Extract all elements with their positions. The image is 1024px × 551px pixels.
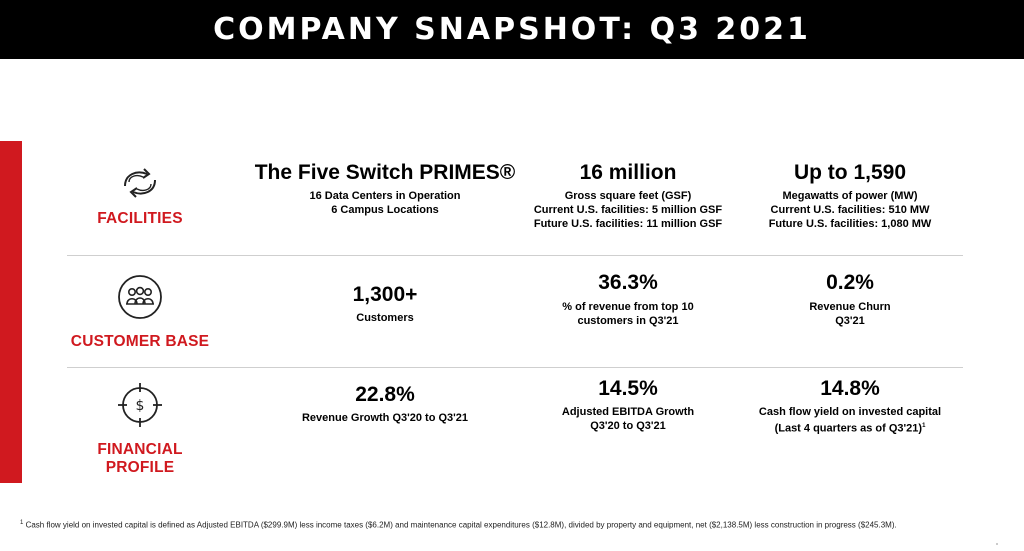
- stat-headline: Up to 1,590: [793, 161, 907, 184]
- stat-line: customers in Q3'21: [577, 315, 679, 327]
- footnote: 1 Cash flow yield on invested capital is…: [20, 518, 900, 531]
- footnote-number: 1: [20, 520, 24, 526]
- financial-col-1: 22.8% Revenue Growth Q3'20 to Q3'21: [250, 382, 520, 425]
- facilities-col-1: The Five Switch PRIMES® 16 Data Centers …: [250, 160, 520, 217]
- stat-headline: 36.3%: [598, 271, 658, 294]
- stat-headline: 16 million: [579, 161, 677, 184]
- stat-line: Revenue Growth Q3'20 to Q3'21: [301, 412, 468, 424]
- stat-headline: The Five Switch PRIMES®: [254, 161, 516, 184]
- stat-line: Current U.S. facilities: 510 MW: [770, 204, 930, 216]
- section-label-facilities: FACILITIES: [97, 210, 183, 227]
- section-label-financial-profile: FINANCIAL PROFILE: [97, 441, 183, 476]
- financial-col-3: 14.8% Cash flow yield on invested capita…: [735, 376, 965, 436]
- stat-line: 6 Campus Locations: [331, 204, 439, 216]
- section-divider: [67, 255, 963, 256]
- stat-headline: 1,300+: [352, 283, 418, 306]
- financial-col-2: 14.5% Adjusted EBITDA Growth Q3'20 to Q3…: [528, 376, 728, 433]
- customers-col-1: 1,300+ Customers: [250, 282, 520, 325]
- section-label-customer-base: CUSTOMER BASE: [70, 333, 210, 350]
- stat-headline: 22.8%: [355, 383, 415, 406]
- stat-line: % of revenue from top 10: [562, 301, 694, 313]
- stat-headline: 14.8%: [820, 377, 880, 400]
- svg-text:$: $: [136, 398, 145, 414]
- dollar-target-icon: $: [115, 380, 165, 430]
- stat-line: Adjusted EBITDA Growth: [561, 406, 695, 418]
- facilities-col-2: 16 million Gross square feet (GSF) Curre…: [528, 160, 728, 231]
- customers-col-3: 0.2% Revenue Churn Q3'21: [750, 270, 950, 328]
- stat-line: Megawatts of power (MW): [782, 190, 918, 202]
- stat-headline: 0.2%: [826, 271, 874, 294]
- page-dot: [996, 543, 998, 545]
- facilities-col-3: Up to 1,590 Megawatts of power (MW) Curr…: [750, 160, 950, 231]
- stat-line: Revenue Churn: [809, 301, 891, 313]
- stat-line: Gross square feet (GSF): [564, 190, 692, 202]
- stat-line: Current U.S. facilities: 5 million GSF: [533, 204, 723, 216]
- stat-line: Q3'21: [835, 315, 865, 327]
- accent-bar: [0, 141, 22, 483]
- title-bar: COMPANY SNAPSHOT: Q3 2021: [0, 0, 1024, 59]
- stat-headline: 14.5%: [598, 377, 658, 400]
- section-divider: [67, 367, 963, 368]
- stat-line-text: (Last 4 quarters as of Q3'21): [774, 422, 923, 435]
- stat-line: Future U.S. facilities: 1,080 MW: [768, 218, 932, 230]
- stat-line: Customers: [356, 312, 414, 324]
- footnote-marker: 1: [922, 423, 926, 429]
- footnote-text: Cash flow yield on invested capital is d…: [25, 520, 897, 530]
- cycle-arrows-icon: [115, 158, 165, 208]
- customers-col-2: 36.3% % of revenue from top 10 customers…: [528, 270, 728, 328]
- stat-line: Q3'20 to Q3'21: [590, 420, 666, 432]
- stat-line: Cash flow yield on invested capital: [758, 406, 942, 418]
- page-title: COMPANY SNAPSHOT: Q3 2021: [213, 12, 811, 47]
- people-group-icon: [115, 272, 165, 322]
- stat-line: (Last 4 quarters as of Q3'21)1: [735, 419, 965, 436]
- stat-line: Future U.S. facilities: 11 million GSF: [533, 218, 723, 230]
- stat-line: 16 Data Centers in Operation: [309, 190, 461, 202]
